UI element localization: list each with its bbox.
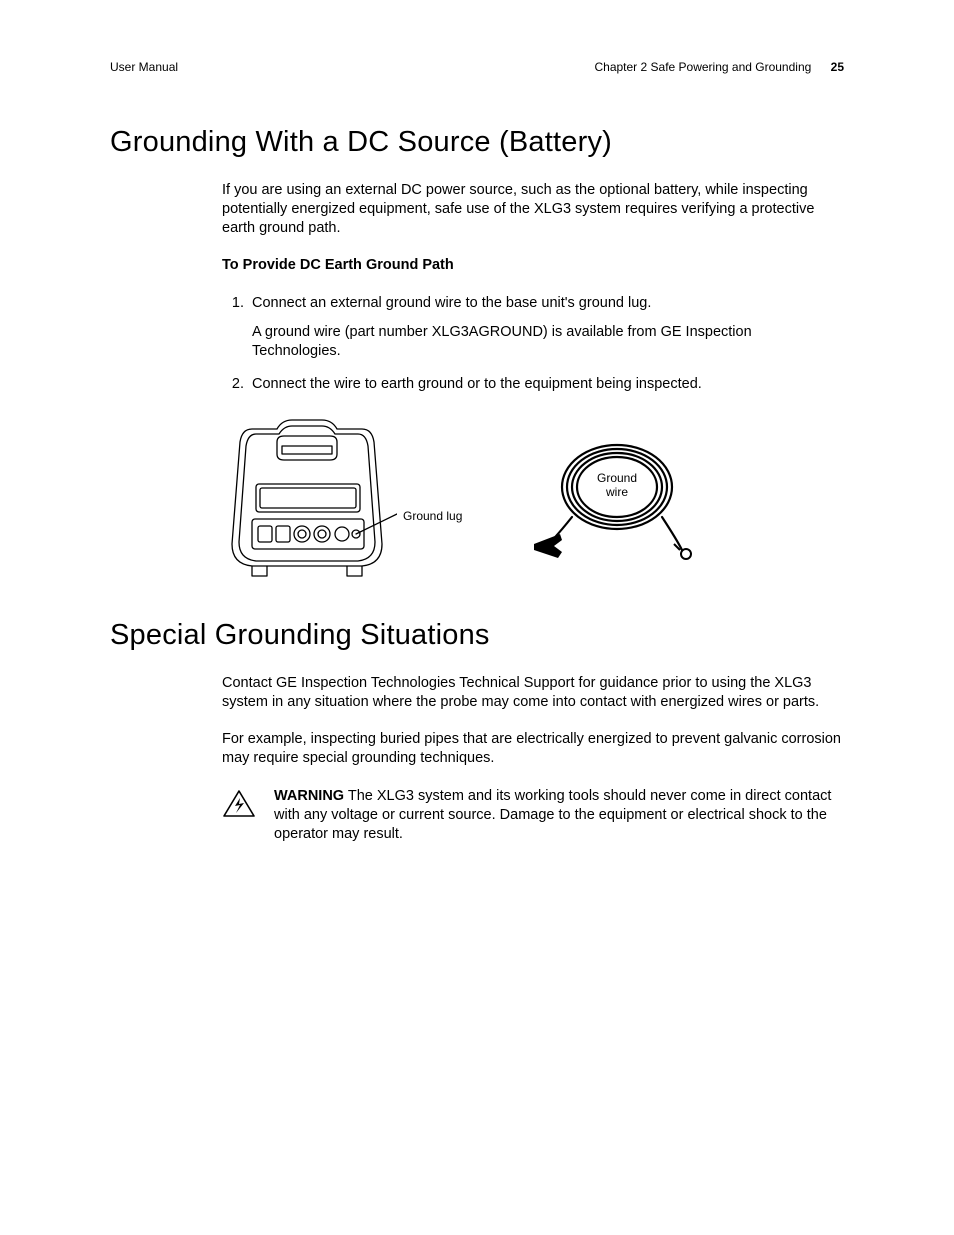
step-1: Connect an external ground wire to the b… [248, 294, 844, 361]
figure-row: Ground lug [222, 414, 844, 589]
section1-intro: If you are using an external DC power so… [222, 181, 844, 238]
page-header: User Manual Chapter 2 Safe Powering and … [110, 60, 844, 74]
section2-body: Contact GE Inspection Technologies Techn… [222, 674, 844, 844]
header-right: Chapter 2 Safe Powering and Grounding 25 [594, 60, 844, 74]
steps-list: Connect an external ground wire to the b… [222, 294, 844, 395]
base-unit-figure [222, 414, 397, 589]
section2-title: Special Grounding Situations [110, 619, 844, 652]
section1-title: Grounding With a DC Source (Battery) [110, 126, 844, 159]
warning-text: WARNING The XLG3 system and its working … [274, 787, 844, 844]
step-2: Connect the wire to earth ground or to t… [248, 375, 844, 394]
step-2-text: Connect the wire to earth ground or to t… [252, 376, 702, 392]
warning-label: WARNING [274, 788, 344, 804]
page: User Manual Chapter 2 Safe Powering and … [0, 0, 954, 1235]
warning-block: WARNING The XLG3 system and its working … [222, 787, 844, 844]
step-1-text: Connect an external ground wire to the b… [252, 295, 651, 311]
section1-subheading: To Provide DC Earth Ground Path [222, 256, 844, 275]
section2-p2: For example, inspecting buried pipes tha… [222, 730, 844, 768]
header-chapter: Chapter 2 Safe Powering and Grounding [594, 60, 811, 74]
ground-wire-label-2: wire [605, 485, 628, 499]
ground-lug-label: Ground lug [403, 509, 462, 525]
section2-p1: Contact GE Inspection Technologies Techn… [222, 674, 844, 712]
page-number: 25 [831, 60, 844, 74]
section1-body: If you are using an external DC power so… [222, 181, 844, 589]
warning-body: The XLG3 system and its working tools sh… [274, 788, 831, 842]
ground-wire-label-1: Ground [597, 471, 637, 485]
warning-icon [222, 789, 256, 819]
step-1-note: A ground wire (part number XLG3AGROUND) … [252, 323, 844, 361]
header-left: User Manual [110, 60, 178, 74]
ground-wire-figure: Ground wire [532, 432, 702, 572]
